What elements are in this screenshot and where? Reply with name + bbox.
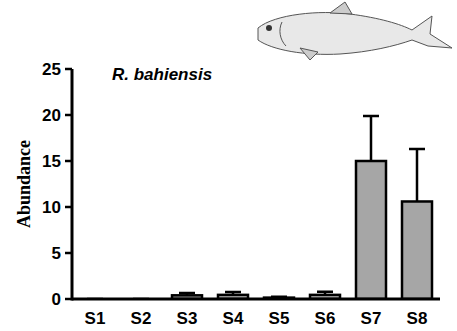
title: R. bahiensis [112, 65, 212, 84]
fish-fin [330, 2, 352, 14]
y-tick-label: 0 [52, 290, 61, 309]
fish-gill [280, 22, 286, 46]
y-tick-label: 5 [52, 244, 61, 263]
bar [356, 161, 386, 299]
x-tick-label: S6 [315, 309, 336, 328]
y-tick-label: 15 [42, 152, 61, 171]
fish-eye [266, 25, 272, 31]
error-bar [409, 149, 425, 201]
x-tick-label: S7 [361, 309, 382, 328]
x-tick-label: S1 [85, 309, 106, 328]
bars [87, 116, 432, 299]
x-tick-label: S3 [177, 309, 198, 328]
y-tick-label: 20 [42, 106, 61, 125]
chart-container: R. bahiensis Abundance 0 5 10 15 20 25 S1 S2 S3 S4 S… [0, 0, 457, 331]
fish-illustration [258, 2, 452, 60]
x-tick-label: S4 [223, 309, 244, 328]
bar [402, 201, 432, 299]
y-axis-label: Abundance [14, 140, 34, 228]
error-bar [363, 116, 379, 161]
y-tick-label: 10 [42, 198, 61, 217]
fish-fin [300, 48, 318, 60]
x-tick-label: S2 [131, 309, 152, 328]
x-tick-label: S8 [407, 309, 428, 328]
chart-svg: R. bahiensis Abundance 0 5 10 15 20 25 S1 S2 S3 S4 S… [0, 0, 457, 331]
x-tick-label: S5 [269, 309, 290, 328]
fish-body [258, 13, 452, 55]
y-tick-label: 25 [42, 60, 61, 79]
y-axis [71, 69, 74, 301]
x-axis [72, 298, 440, 301]
